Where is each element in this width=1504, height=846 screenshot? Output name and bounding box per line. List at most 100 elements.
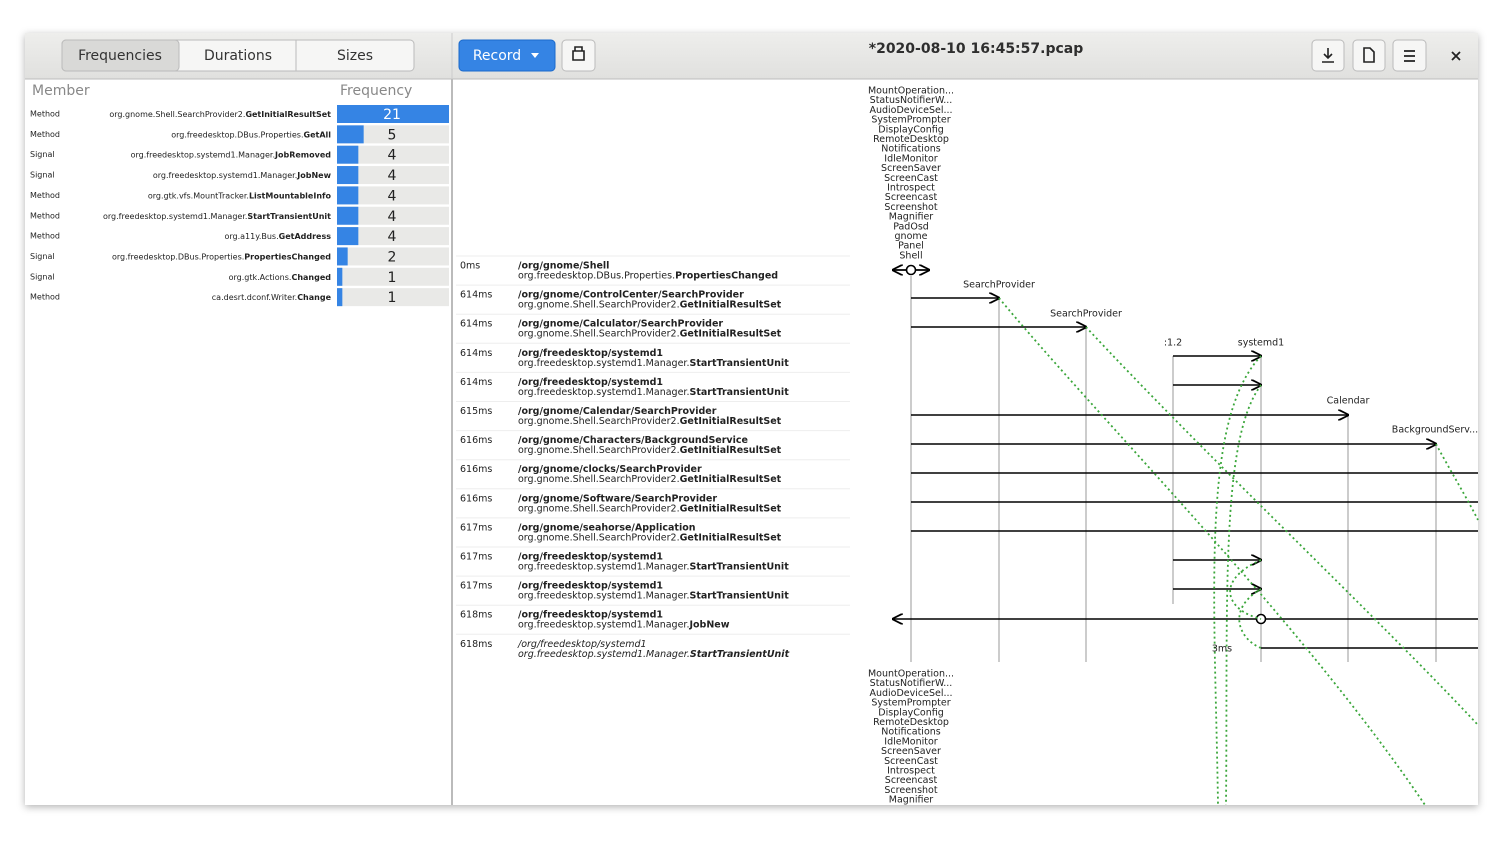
- tab[interactable]: Durations: [204, 48, 272, 64]
- bar: [337, 247, 348, 266]
- interface: org.gnome.Shell.SearchProvider2.: [518, 445, 680, 456]
- bus-name: Notifications: [881, 144, 941, 155]
- lane-label: SearchProvider: [963, 280, 1035, 291]
- path: /org/gnome/Calculator/SearchProvider: [518, 319, 723, 330]
- member: org.a11y.Bus.GetAddress: [224, 232, 331, 241]
- interface: org.freedesktop.systemd1.Manager.: [131, 150, 275, 159]
- bar: [337, 186, 359, 205]
- member-name: GetAddress: [279, 232, 332, 241]
- bus-name: StatusNotifierW...: [870, 95, 953, 106]
- count: 4: [388, 168, 397, 184]
- method: org.gnome.Shell.SearchProvider2.GetIniti…: [518, 474, 782, 485]
- kind: Signal: [30, 252, 55, 261]
- time: 618ms: [460, 639, 492, 650]
- bar-track: [337, 206, 449, 225]
- member: PropertiesChanged: [675, 270, 778, 281]
- member-name: JobRemoved: [274, 150, 331, 159]
- bar-track: [337, 186, 449, 205]
- kind: Method: [30, 130, 60, 139]
- interface: org.freedesktop.systemd1.Manager.: [518, 386, 689, 397]
- method: org.freedesktop.systemd1.Manager.StartTr…: [518, 648, 790, 659]
- bar: [337, 166, 359, 185]
- print-button[interactable]: [561, 39, 596, 72]
- time: 0ms: [460, 261, 480, 272]
- interface: org.freedesktop.DBus.Properties.: [112, 252, 244, 261]
- interface: ca.desrt.dconf.Writer.: [212, 293, 297, 302]
- close-button[interactable]: [1451, 51, 1461, 61]
- tab[interactable]: Sizes: [337, 48, 373, 64]
- kind: Signal: [30, 272, 55, 281]
- method: org.freedesktop.DBus.Properties.Properti…: [518, 270, 778, 281]
- window-title: *2020-08-10 16:45:57.pcap: [869, 41, 1084, 57]
- bus-name: RemoteDesktop: [873, 134, 949, 145]
- interface: org.gnome.Shell.SearchProvider2.: [518, 503, 680, 514]
- path: /org/gnome/clocks/SearchProvider: [518, 464, 702, 475]
- lane-label: Calendar: [1327, 396, 1370, 407]
- path: /org/gnome/Characters/BackgroundService: [518, 435, 748, 446]
- interface: org.a11y.Bus.: [224, 232, 278, 241]
- method: org.gnome.Shell.SearchProvider2.GetIniti…: [518, 328, 782, 339]
- record-button[interactable]: [458, 39, 556, 72]
- bus-name: MountOperation...: [868, 669, 954, 680]
- count: 4: [388, 229, 397, 245]
- bus-name: SystemPrompter: [871, 115, 950, 126]
- kind: Method: [30, 110, 60, 119]
- time: 615ms: [460, 406, 492, 417]
- interface: org.gnome.Shell.SearchProvider2.: [109, 110, 245, 119]
- time: 616ms: [460, 464, 492, 475]
- member: StartTransientUnit: [689, 590, 789, 601]
- member-name: ListMountableInfo: [249, 191, 332, 200]
- method: org.freedesktop.systemd1.Manager.StartTr…: [518, 561, 789, 572]
- bus-name: Screenshot: [884, 202, 937, 213]
- path: /org/freedesktop/systemd1: [518, 552, 663, 563]
- bus-name: IdleMonitor: [884, 153, 938, 164]
- member: JobNew: [688, 619, 729, 630]
- kind: Method: [30, 211, 60, 220]
- interface: org.gnome.Shell.SearchProvider2.: [518, 416, 680, 427]
- tab-active[interactable]: [61, 39, 180, 72]
- member: GetInitialResultSet: [680, 328, 782, 339]
- time: 617ms: [460, 552, 492, 563]
- column-header: Frequency: [340, 83, 412, 99]
- member: GetInitialResultSet: [680, 445, 782, 456]
- member: StartTransientUnit: [689, 357, 789, 368]
- time: 616ms: [460, 435, 492, 446]
- kind: Signal: [30, 150, 55, 159]
- bar-track: [337, 288, 449, 307]
- bus-name: AudioDeviceSel...: [869, 105, 952, 116]
- record-label[interactable]: Record: [473, 48, 521, 64]
- interface: org.gtk.vfs.MountTracker.: [148, 191, 249, 200]
- path: /org/gnome/Calendar/SearchProvider: [518, 406, 717, 417]
- arrows: [893, 266, 1478, 649]
- export-button[interactable]: [1352, 39, 1386, 72]
- method: org.gnome.Shell.SearchProvider2.GetIniti…: [518, 503, 782, 514]
- kind: Signal: [30, 171, 55, 180]
- window-frame: [25, 33, 1478, 805]
- column-header: Member: [32, 83, 90, 99]
- method: org.gnome.Shell.SearchProvider2.GetIniti…: [518, 532, 782, 543]
- count: 4: [388, 188, 397, 204]
- member-name: Changed: [291, 272, 331, 281]
- method: org.freedesktop.systemd1.Manager.JobNew: [518, 619, 730, 630]
- interface: org.gnome.Shell.SearchProvider2.: [518, 532, 680, 543]
- interface: org.gtk.Actions.: [229, 272, 292, 281]
- interface: org.freedesktop.systemd1.Manager.: [103, 211, 247, 220]
- bus-name: ScreenCast: [884, 756, 938, 767]
- bus-name: ScreenCast: [884, 173, 938, 184]
- lane-label: systemd1: [1238, 338, 1284, 349]
- tab[interactable]: Frequencies: [78, 48, 162, 64]
- duration-label: 3ms: [1212, 644, 1232, 655]
- interface: org.freedesktop.systemd1.Manager.: [518, 619, 689, 630]
- time: 616ms: [460, 493, 492, 504]
- count: 1: [388, 270, 397, 286]
- time: 618ms: [460, 610, 492, 621]
- bus-name: Magnifier: [889, 212, 934, 223]
- interface: org.freedesktop.systemd1.Manager.: [518, 561, 689, 572]
- member: org.gtk.vfs.MountTracker.ListMountableIn…: [148, 191, 332, 200]
- interface: org.gnome.Shell.SearchProvider2.: [518, 328, 680, 339]
- bus-name: Introspect: [887, 766, 935, 777]
- lanes: [910, 276, 1437, 662]
- bar: [337, 206, 359, 225]
